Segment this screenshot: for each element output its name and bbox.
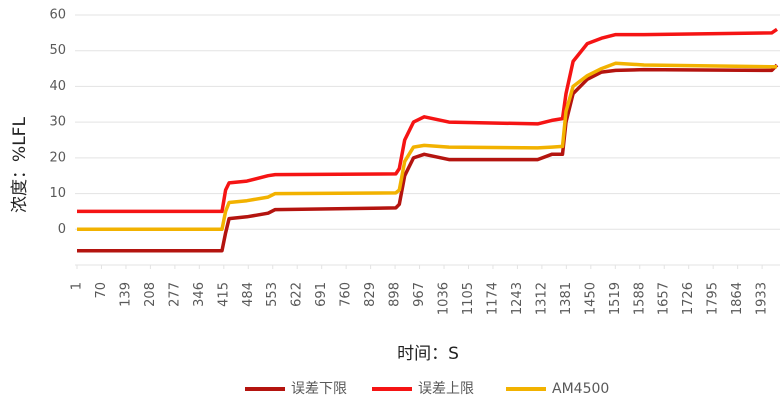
- data-line: [77, 63, 779, 253]
- data-line: [77, 61, 777, 232]
- x-tick-label: 829: [363, 282, 378, 307]
- y-axis-title: 浓度：%LFL: [10, 117, 30, 213]
- x-tick-label: 1795: [706, 282, 721, 315]
- x-tick-label: 484: [241, 282, 256, 307]
- legend-text: AM4500: [552, 381, 609, 397]
- x-tick-label: 967: [412, 282, 427, 307]
- y-tick-label: 50: [49, 43, 66, 58]
- x-tick-label: 1933: [755, 282, 770, 315]
- x-tick-label: 760: [339, 282, 354, 307]
- x-tick-label: 139: [118, 282, 133, 307]
- x-tick-label: 1036: [437, 282, 452, 315]
- x-tick-label: 1243: [510, 282, 525, 315]
- x-tick-label: 1450: [583, 282, 598, 315]
- y-tick-label: 20: [49, 150, 66, 165]
- x-tick-label: 1312: [534, 282, 549, 315]
- x-tick-label: 1105: [461, 282, 476, 315]
- x-tick-label: 1519: [608, 282, 623, 315]
- x-tick-label: 1381: [559, 282, 574, 315]
- x-tick-label: 415: [216, 282, 231, 307]
- x-tick-label: 277: [167, 282, 182, 307]
- y-tick-label: 30: [49, 115, 66, 130]
- x-tick-label: 1588: [632, 282, 647, 315]
- x-tick-label: 70: [94, 282, 109, 299]
- x-tick-label: 1864: [730, 282, 745, 315]
- y-tick-label: 10: [49, 186, 66, 201]
- x-tick-label: 622: [290, 282, 305, 307]
- y-tick-label: 40: [49, 79, 66, 94]
- legend-text: 误差上限: [418, 381, 474, 397]
- y-tick-label: 0: [58, 222, 66, 237]
- x-tick-label: 1: [70, 282, 85, 290]
- x-tick-label: 208: [143, 282, 158, 307]
- x-tick-label: 691: [314, 282, 329, 307]
- x-tick-label: 1174: [485, 282, 500, 315]
- x-tick-label: 1657: [657, 282, 672, 315]
- x-tick-label: 898: [388, 282, 403, 307]
- x-tick-label: 346: [192, 282, 207, 307]
- data-line: [77, 27, 778, 214]
- y-tick-label: 60: [49, 8, 66, 23]
- legend-text: 误差下限: [291, 381, 347, 397]
- x-axis-title: 时间：S: [397, 344, 459, 364]
- x-tick-label: 553: [265, 282, 280, 307]
- x-tick-label: 1726: [681, 282, 696, 315]
